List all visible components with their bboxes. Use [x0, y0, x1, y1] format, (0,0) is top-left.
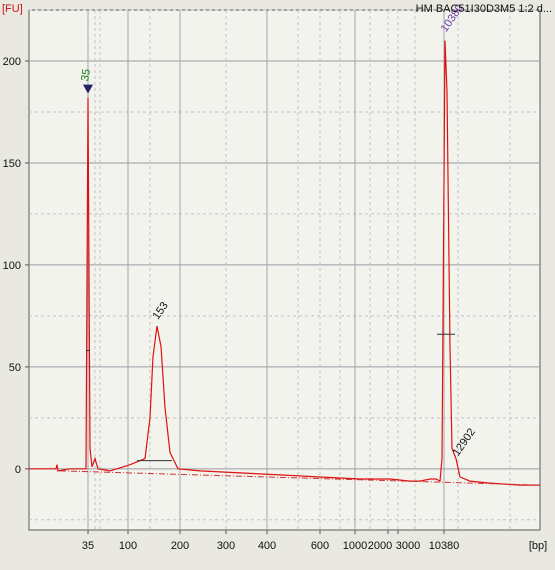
y-tick-label: 0 — [15, 464, 21, 476]
annotations — [59, 84, 541, 486]
marker-triangle-icon — [83, 84, 93, 94]
x-axis: 35 100 200 300 400 600 1000 2000 3000 10380 [bp] — [82, 530, 547, 552]
x-tick-label: 400 — [258, 540, 276, 552]
x-tick-label: 35 — [82, 540, 94, 552]
y-axis-label: [FU] — [2, 3, 23, 15]
y-tick-label: 50 — [9, 362, 21, 374]
grid-lines — [29, 9, 540, 530]
y-tick-label: 200 — [3, 56, 21, 68]
x-tick-label: 3000 — [396, 540, 420, 552]
chart-title: HM BAC51I30D3M5 1:2 d... — [416, 3, 552, 15]
series-trace — [29, 40, 540, 486]
x-tick-label: 600 — [311, 540, 329, 552]
plot-area — [28, 9, 541, 531]
x-tick-label: 200 — [171, 540, 189, 552]
x-axis-unit-label: [bp] — [529, 540, 547, 552]
x-tick-label: 300 — [217, 540, 235, 552]
x-tick-label: 100 — [119, 540, 137, 552]
x-tick-label: 2000 — [368, 540, 392, 552]
y-tick-label: 100 — [3, 260, 21, 272]
y-axis: 0 50 100 150 200 — [3, 56, 29, 476]
x-tick-label: 1000 — [343, 540, 367, 552]
y-tick-label: 150 — [3, 158, 21, 170]
x-tick-label: 10380 — [429, 540, 460, 552]
baseline — [59, 470, 541, 486]
peak-label: 35 — [79, 68, 93, 82]
